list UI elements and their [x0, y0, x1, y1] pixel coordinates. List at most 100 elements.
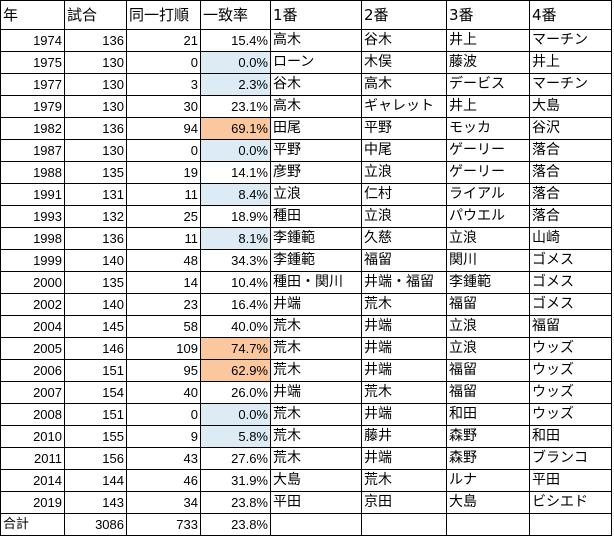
year-cell: 2019: [0, 491, 65, 514]
year-cell: 2014: [0, 469, 65, 492]
year-cell: 2000: [0, 271, 65, 294]
batter-1-cell: 荒木: [270, 425, 362, 448]
table-row: 2011 156 43 27.6% 荒木 井端 森野 ブランコ: [0, 447, 612, 470]
batter-1-cell: 谷木: [270, 73, 362, 96]
match-rate-cell: 8.1%: [200, 227, 271, 250]
same-order-cell: 19: [126, 161, 201, 184]
total-empty-2: [361, 513, 447, 536]
same-order-cell: 30: [126, 95, 201, 118]
match-rate-cell: 14.1%: [200, 161, 271, 184]
table-row: 1987 130 0 0.0% 平野 中尾 ゲーリー 落合: [0, 139, 612, 162]
batter-2-cell: 藤井: [361, 425, 447, 448]
games-cell: 140: [64, 249, 127, 272]
batter-4-cell: ゴメス: [529, 293, 612, 316]
games-cell: 130: [64, 139, 127, 162]
batter-3-cell: 立浪: [446, 315, 530, 338]
same-order-cell: 25: [126, 205, 201, 228]
match-rate-cell: 23.1%: [200, 95, 271, 118]
year-cell: 1979: [0, 95, 65, 118]
games-cell: 135: [64, 161, 127, 184]
games-cell: 156: [64, 447, 127, 470]
batter-4-cell: 落合: [529, 139, 612, 162]
games-cell: 145: [64, 315, 127, 338]
batter-1-cell: 井端: [270, 293, 362, 316]
batter-3-cell: 森野: [446, 425, 530, 448]
batter-2-cell: 井端: [361, 447, 447, 470]
table-row: 2006 151 95 62.9% 荒木 井端 福留 ウッズ: [0, 359, 612, 382]
table-row: 2008 151 0 0.0% 荒木 井端 和田 ウッズ: [0, 403, 612, 426]
total-empty-3: [446, 513, 530, 536]
table-row: 1975 130 0 0.0% ローン 木俣 藤波 井上: [0, 51, 612, 74]
match-rate-cell: 16.4%: [200, 293, 271, 316]
table-row: 1988 135 19 14.1% 彦野 立浪 ゲーリー 落合: [0, 161, 612, 184]
batter-3-cell: モッカ: [446, 117, 530, 140]
match-rate-cell: 8.4%: [200, 183, 271, 206]
year-cell: 1999: [0, 249, 65, 272]
batter-2-cell: 荒木: [361, 293, 447, 316]
year-cell: 2008: [0, 403, 65, 426]
batter-1-cell: 高木: [270, 29, 362, 52]
year-cell: 1987: [0, 139, 65, 162]
total-row: 合計 3086 733 23.8%: [0, 513, 612, 536]
batter-1-cell: 荒木: [270, 359, 362, 382]
batter-1-cell: 高木: [270, 95, 362, 118]
batter-4-cell: 平田: [529, 469, 612, 492]
batter-1-cell: 井端: [270, 381, 362, 404]
match-rate-cell: 26.0%: [200, 381, 271, 404]
match-rate-cell: 27.6%: [200, 447, 271, 470]
batter-2-cell: 井端: [361, 315, 447, 338]
batter-1-cell: ローン: [270, 51, 362, 74]
header-same-order: 同一打順: [126, 0, 201, 30]
same-order-cell: 95: [126, 359, 201, 382]
batter-3-cell: 藤波: [446, 51, 530, 74]
batter-2-cell: 久慈: [361, 227, 447, 250]
batter-3-cell: 福留: [446, 381, 530, 404]
year-cell: 1977: [0, 73, 65, 96]
total-label-cell: 合計: [0, 513, 65, 536]
year-cell: 2007: [0, 381, 65, 404]
same-order-cell: 48: [126, 249, 201, 272]
batter-3-cell: 関川: [446, 249, 530, 272]
batter-4-cell: ウッズ: [529, 359, 612, 382]
table-row: 2014 144 46 31.9% 大島 荒木 ルナ 平田: [0, 469, 612, 492]
table-row: 1974 136 21 15.4% 高木 谷木 井上 マーチン: [0, 29, 612, 52]
batter-4-cell: 落合: [529, 183, 612, 206]
batter-2-cell: 中尾: [361, 139, 447, 162]
batter-1-cell: 荒木: [270, 315, 362, 338]
batter-3-cell: 李鍾範: [446, 271, 530, 294]
same-order-cell: 94: [126, 117, 201, 140]
match-rate-cell: 74.7%: [200, 337, 271, 360]
batter-1-cell: 種田・関川: [270, 271, 362, 294]
batter-4-cell: ウッズ: [529, 337, 612, 360]
batter-3-cell: ルナ: [446, 469, 530, 492]
match-rate-cell: 34.3%: [200, 249, 271, 272]
batter-4-cell: ウッズ: [529, 381, 612, 404]
match-rate-cell: 2.3%: [200, 73, 271, 96]
match-rate-cell: 62.9%: [200, 359, 271, 382]
games-cell: 130: [64, 95, 127, 118]
total-games-cell: 3086: [64, 513, 127, 536]
batter-2-cell: 高木: [361, 73, 447, 96]
batter-4-cell: 和田: [529, 425, 612, 448]
same-order-cell: 11: [126, 183, 201, 206]
games-cell: 146: [64, 337, 127, 360]
batter-2-cell: 京田: [361, 491, 447, 514]
games-cell: 151: [64, 359, 127, 382]
batter-3-cell: 和田: [446, 403, 530, 426]
games-cell: 143: [64, 491, 127, 514]
table-row: 2019 143 34 23.8% 平田 京田 大島 ビシエド: [0, 491, 612, 514]
games-cell: 135: [64, 271, 127, 294]
batter-2-cell: 福留: [361, 249, 447, 272]
games-cell: 144: [64, 469, 127, 492]
batter-3-cell: 立浪: [446, 337, 530, 360]
batter-2-cell: 谷木: [361, 29, 447, 52]
games-cell: 154: [64, 381, 127, 404]
batter-2-cell: 荒木: [361, 381, 447, 404]
match-rate-cell: 69.1%: [200, 117, 271, 140]
total-same-order-cell: 733: [126, 513, 201, 536]
batter-2-cell: 仁村: [361, 183, 447, 206]
same-order-cell: 0: [126, 139, 201, 162]
total-match-rate-cell: 23.8%: [200, 513, 271, 536]
games-cell: 132: [64, 205, 127, 228]
